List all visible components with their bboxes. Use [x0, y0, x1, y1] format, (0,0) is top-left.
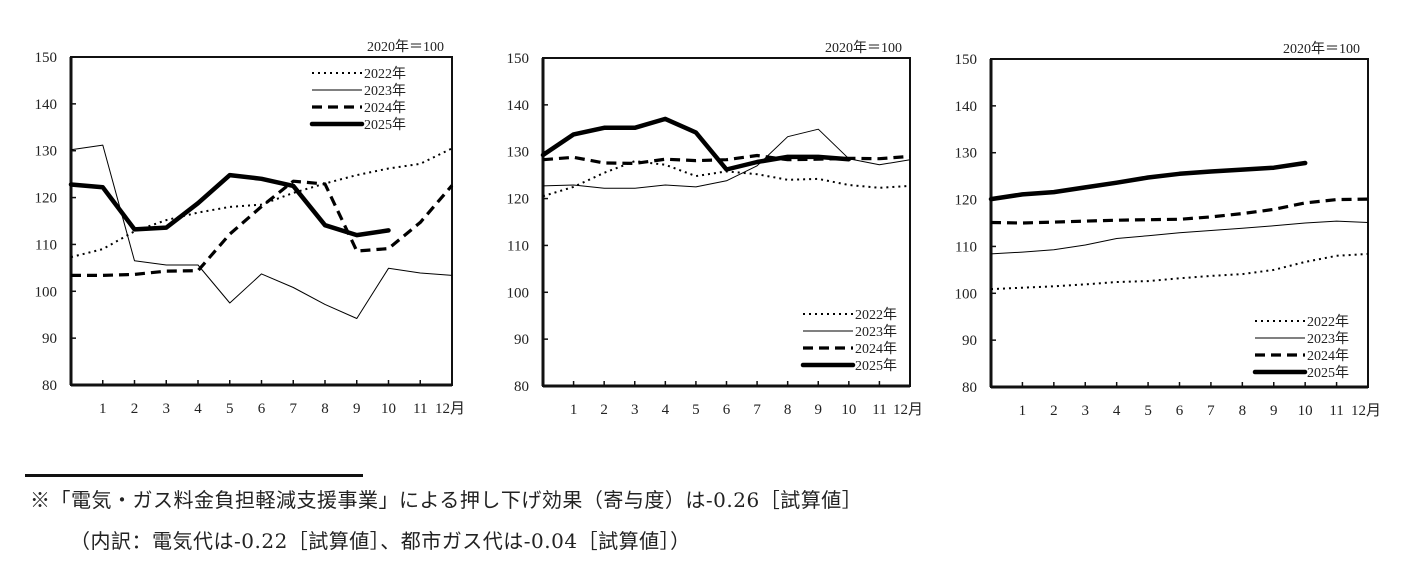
y-tick-label: 100 — [35, 284, 58, 300]
chart-1-electricity: 2020年＝100 80 90 100 110 120 130 140 150 1 2 3 4 5 6 7 8 9… — [0, 0, 470, 430]
x-tick-label: 8 — [321, 401, 329, 417]
y-tick-label: 80 — [42, 378, 57, 394]
y-tick-label: 140 — [35, 97, 58, 113]
y-tick-label: 150 — [35, 50, 58, 66]
y-tick-label: 130 — [955, 146, 978, 162]
series-line-2022 — [990, 252, 1369, 291]
footnote-line-1: ※「電気・ガス料金負担軽減支援事業」による押し下げ効果（寄与度）は-0.26［試… — [30, 488, 863, 512]
legend-label: 2023年 — [364, 83, 406, 99]
y-tick-label: 90 — [514, 332, 529, 348]
unit-label: 2020年＝100 — [825, 40, 902, 56]
y-tick-label: 120 — [955, 193, 978, 209]
series-line-2024 — [71, 179, 454, 277]
x-tick-label: 4 — [1113, 403, 1121, 419]
legend-label: 2023年 — [1307, 331, 1349, 347]
series-line-2023 — [70, 144, 453, 319]
legend-label: 2024年 — [364, 100, 406, 116]
x-tick-label: 6 — [1176, 403, 1184, 419]
x-tick-label: 7 — [290, 401, 298, 417]
x-tick-label: 5 — [692, 402, 700, 418]
chart-2-svg: 2020年＝100 80 90 100 110 120 130 140 150 1 2 3 4 5 6 7 8 9… — [507, 40, 924, 418]
footnote-line-2: （内訳：電気代は-0.22［試算値］、都市ガス代は-0.04［試算値］） — [70, 529, 691, 553]
y-tick-label: 90 — [42, 331, 57, 347]
y-tick-label: 80 — [514, 379, 529, 395]
series-line-2023 — [990, 220, 1369, 255]
chart-3-water: 2020年＝100 80 90 100 110 120 130 140 150 1 2 3 4 5 6 7 8 9… — [935, 0, 1410, 430]
y-tick-label: 80 — [962, 380, 977, 396]
x-tick-label: 9 — [1270, 403, 1278, 419]
y-tick-label: 110 — [35, 237, 57, 253]
y-tick-label: 110 — [955, 239, 977, 255]
y-tick-label: 150 — [507, 51, 530, 67]
legend-label: 2024年 — [1307, 348, 1349, 364]
x-tick-label: 9 — [353, 401, 361, 417]
x-tick-label: 10 — [381, 401, 396, 417]
legend-label: 2022年 — [855, 307, 897, 323]
y-tick-label: 100 — [955, 286, 978, 302]
series-line-2025 — [540, 116, 852, 172]
y-tick-label: 150 — [955, 52, 978, 68]
x-tick-label: 11 — [872, 402, 886, 418]
x-tick-label: 7 — [753, 402, 761, 418]
legend-label: 2022年 — [1307, 314, 1349, 330]
x-tick-label: 10 — [841, 402, 856, 418]
legend-label: 2025年 — [855, 358, 897, 374]
x-tick-label: 6 — [258, 401, 266, 417]
legend-label: 2024年 — [855, 341, 897, 357]
x-tick-label: 3 — [1082, 403, 1090, 419]
y-tick-label: 90 — [962, 333, 977, 349]
x-tick-label: 1 — [99, 401, 107, 417]
footnote-divider — [25, 474, 363, 477]
x-tick-label: 12月 — [1351, 403, 1381, 419]
series-line-2025 — [68, 172, 391, 238]
x-tick-label: 8 — [784, 402, 792, 418]
x-tick-label: 11 — [413, 401, 427, 417]
x-tick-label: 8 — [1239, 403, 1247, 419]
chart-3-svg: 2020年＝100 80 90 100 110 120 130 140 150 1 2 3 4 5 6 7 8 9… — [955, 41, 1382, 419]
series-line-2024 — [542, 153, 911, 165]
y-tick-label: 130 — [507, 145, 530, 161]
series-line-2024 — [990, 197, 1369, 225]
legend-label: 2025年 — [364, 117, 406, 133]
chart-2-gas: 2020年＝100 80 90 100 110 120 130 140 150 1 2 3 4 5 6 7 8 9… — [470, 0, 940, 430]
unit-label: 2020年＝100 — [1283, 41, 1360, 57]
x-tick-label: 2 — [1050, 403, 1058, 419]
y-tick-label: 140 — [507, 98, 530, 114]
x-tick-label: 1 — [1019, 403, 1026, 419]
x-tick-label: 4 — [662, 402, 670, 418]
unit-label: 2020年＝100 — [367, 39, 444, 55]
x-tick-label: 2 — [600, 402, 608, 418]
x-tick-label: 4 — [194, 401, 202, 417]
x-tick-label: 3 — [163, 401, 171, 417]
x-tick-label: 9 — [815, 402, 823, 418]
legend-label: 2022年 — [364, 66, 406, 82]
x-tick-label: 7 — [1207, 403, 1215, 419]
y-tick-label: 130 — [35, 144, 58, 160]
legend-label: 2025年 — [1307, 365, 1349, 381]
x-tick-label: 12月 — [435, 401, 465, 417]
x-tick-label: 1 — [570, 402, 578, 418]
y-tick-label: 120 — [35, 191, 58, 207]
x-tick-label: 11 — [1329, 403, 1343, 419]
series-line-2022 — [70, 147, 453, 259]
y-tick-label: 100 — [507, 285, 530, 301]
x-tick-label: 2 — [131, 401, 139, 417]
series-line-2025 — [988, 160, 1308, 202]
x-tick-label: 5 — [1144, 403, 1152, 419]
x-tick-label: 12月 — [893, 402, 923, 418]
x-tick-label: 3 — [631, 402, 639, 418]
y-tick-label: 140 — [955, 99, 978, 115]
y-tick-label: 110 — [507, 238, 529, 254]
legend-label: 2023年 — [855, 324, 897, 340]
x-tick-label: 5 — [226, 401, 234, 417]
x-tick-label: 6 — [723, 402, 731, 418]
chart-1-svg: 2020年＝100 80 90 100 110 120 130 140 150 1 2 3 4 5 6 7 8 9… — [35, 39, 466, 417]
y-tick-label: 120 — [507, 192, 530, 208]
x-tick-label: 10 — [1298, 403, 1313, 419]
